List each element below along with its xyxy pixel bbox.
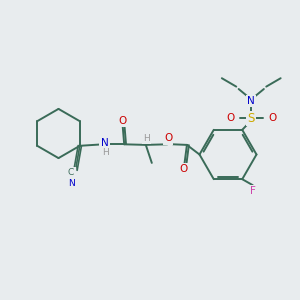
Text: O: O	[118, 116, 126, 126]
Text: S: S	[248, 112, 255, 125]
Text: H: H	[102, 148, 109, 157]
Text: N: N	[68, 179, 74, 188]
Text: C: C	[68, 168, 74, 177]
Text: N: N	[100, 138, 108, 148]
Text: O: O	[164, 133, 172, 143]
Text: N: N	[248, 96, 255, 106]
Text: O: O	[226, 113, 234, 123]
Text: F: F	[250, 186, 256, 196]
Text: H: H	[143, 134, 150, 143]
Text: O: O	[268, 113, 276, 123]
Text: O: O	[179, 164, 188, 175]
